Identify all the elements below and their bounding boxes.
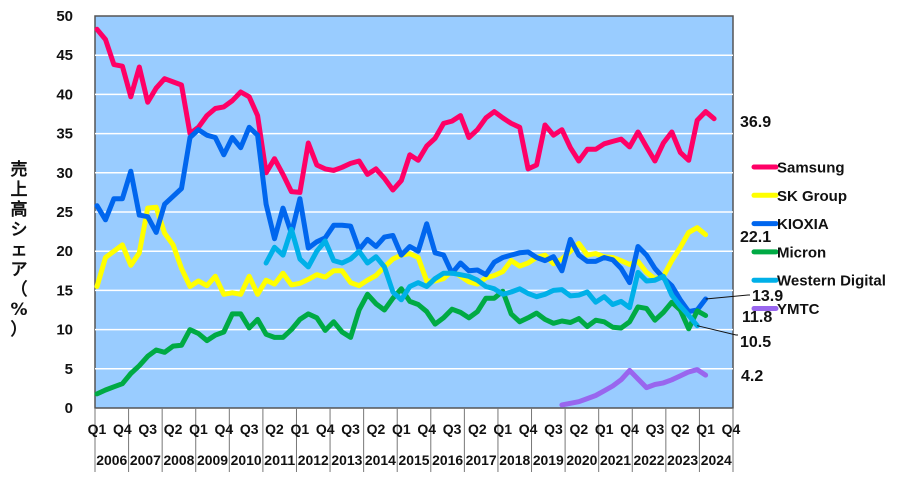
x-tick-year: 2009	[197, 452, 228, 468]
x-tick-year: 2021	[600, 452, 631, 468]
end-value-label: 10.5	[740, 334, 771, 351]
x-tick-quarter: Q3	[646, 421, 665, 437]
x-tick-quarter: Q3	[240, 421, 259, 437]
x-tick-quarter: Q3	[341, 421, 360, 437]
x-tick-year: 2016	[432, 452, 463, 468]
x-tick-year: 2014	[365, 452, 396, 468]
x-tick-year: 2010	[231, 452, 262, 468]
legend-label: KIOXIA	[777, 216, 829, 233]
series-line-western-digital	[263, 226, 700, 329]
x-tick-quarter: Q4	[316, 421, 335, 437]
end-value-label: 13.9	[752, 288, 783, 305]
end-value-label: 11.8	[742, 309, 772, 326]
x-tick-year: 2007	[130, 452, 161, 468]
x-tick-quarter: Q4	[113, 421, 132, 437]
end-value-label: 22.1	[740, 229, 771, 246]
y-tick-label: 40	[56, 86, 73, 103]
legend-label: Western Digital	[777, 273, 886, 290]
x-tick-quarter: Q2	[367, 421, 386, 437]
y-tick-label: 35	[56, 126, 73, 143]
y-tick-label: 0	[65, 400, 73, 417]
y-tick-label: 10	[56, 322, 73, 339]
y-tick-label: 5	[65, 361, 73, 378]
x-tick-year: 2012	[298, 452, 329, 468]
x-tick-quarter: Q4	[620, 421, 639, 437]
x-tick-quarter: Q2	[164, 421, 183, 437]
y-tick-label: 30	[56, 165, 73, 182]
legend-label: Micron	[777, 244, 826, 261]
x-tick-quarter: Q2	[569, 421, 588, 437]
x-tick-quarter: Q1	[189, 421, 208, 437]
x-tick-year: 2008	[163, 452, 194, 468]
y-tick-label: 20	[56, 243, 73, 260]
series-line-ymtc	[559, 367, 709, 408]
x-tick-year: 2013	[331, 452, 362, 468]
leader-line	[705, 294, 750, 300]
y-tick-label: 15	[56, 282, 73, 299]
x-tick-quarter: Q3	[443, 421, 462, 437]
y-tick-label: 45	[56, 47, 73, 64]
x-tick-quarter: Q2	[468, 421, 487, 437]
x-tick-quarter: Q1	[696, 421, 715, 437]
series-line-kioxia	[94, 124, 709, 315]
x-tick-quarter: Q4	[519, 421, 538, 437]
x-tick-quarter: Q4	[722, 421, 741, 437]
x-tick-quarter: Q2	[265, 421, 284, 437]
x-tick-quarter: Q2	[671, 421, 690, 437]
legend-label: SK Group	[777, 188, 847, 205]
end-value-label: 36.9	[740, 114, 771, 131]
x-tick-year: 2020	[566, 452, 597, 468]
x-tick-year: 2015	[399, 452, 430, 468]
y-tick-label: 50	[56, 8, 73, 25]
legend-label: YMTC	[777, 301, 820, 318]
x-tick-year: 2024	[701, 452, 732, 468]
legend-label: Samsung	[777, 160, 845, 177]
x-tick-quarter: Q1	[493, 421, 512, 437]
series-line-micron	[94, 286, 709, 397]
x-tick-quarter: Q3	[544, 421, 563, 437]
x-tick-year: 2006	[96, 452, 127, 468]
x-tick-quarter: Q1	[291, 421, 310, 437]
x-tick-year: 2011	[264, 452, 295, 468]
x-tick-year: 2018	[499, 452, 530, 468]
y-axis-label: 売上高シェア（%）	[10, 160, 28, 340]
x-tick-quarter: Q4	[417, 421, 436, 437]
series-line-samsung	[94, 26, 717, 195]
x-tick-year: 2017	[466, 452, 497, 468]
end-value-label: 4.2	[741, 368, 763, 385]
x-tick-year: 2022	[634, 452, 665, 468]
x-tick-year: 2019	[533, 452, 564, 468]
leader-line	[697, 325, 738, 336]
x-tick-quarter: Q1	[392, 421, 411, 437]
x-tick-quarter: Q3	[138, 421, 157, 437]
x-tick-year: 2023	[667, 452, 698, 468]
x-tick-quarter: Q4	[214, 421, 233, 437]
x-tick-quarter: Q1	[88, 421, 107, 437]
x-tick-quarter: Q1	[595, 421, 614, 437]
y-tick-label: 25	[56, 204, 73, 221]
